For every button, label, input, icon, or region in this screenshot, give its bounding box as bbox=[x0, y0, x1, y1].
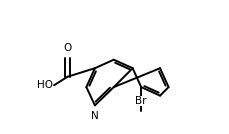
Text: Br: Br bbox=[135, 96, 146, 106]
Text: N: N bbox=[91, 111, 98, 121]
Text: O: O bbox=[63, 43, 71, 53]
Text: HO: HO bbox=[37, 80, 53, 90]
